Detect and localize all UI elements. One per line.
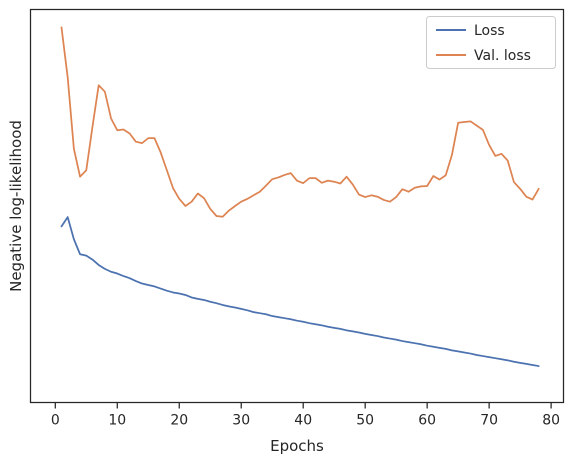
x-axis-label: Epochs bbox=[270, 437, 324, 455]
legend: Loss Val. loss bbox=[426, 16, 556, 69]
x-tick-label: 70 bbox=[480, 413, 498, 429]
x-tick-label: 10 bbox=[108, 413, 126, 429]
x-tick-label: 40 bbox=[294, 413, 312, 429]
x-tick-label: 20 bbox=[170, 413, 188, 429]
series-line-loss bbox=[60, 216, 540, 367]
x-tick-label: 60 bbox=[418, 413, 436, 429]
y-axis-label: Negative log-likelihood bbox=[7, 120, 25, 292]
x-axis-ticks: 0 10 20 30 40 50 60 70 80 bbox=[51, 402, 560, 429]
series-layer bbox=[60, 26, 540, 367]
x-tick-label: 80 bbox=[542, 413, 560, 429]
plot-area bbox=[29, 8, 565, 404]
x-tick-label: 30 bbox=[232, 413, 250, 429]
series-line-val-loss bbox=[60, 26, 540, 218]
legend-label-loss: Loss bbox=[474, 23, 505, 39]
x-tick-label: 50 bbox=[356, 413, 374, 429]
legend-label-val-loss: Val. loss bbox=[474, 48, 531, 64]
x-tick-label: 0 bbox=[51, 413, 60, 429]
